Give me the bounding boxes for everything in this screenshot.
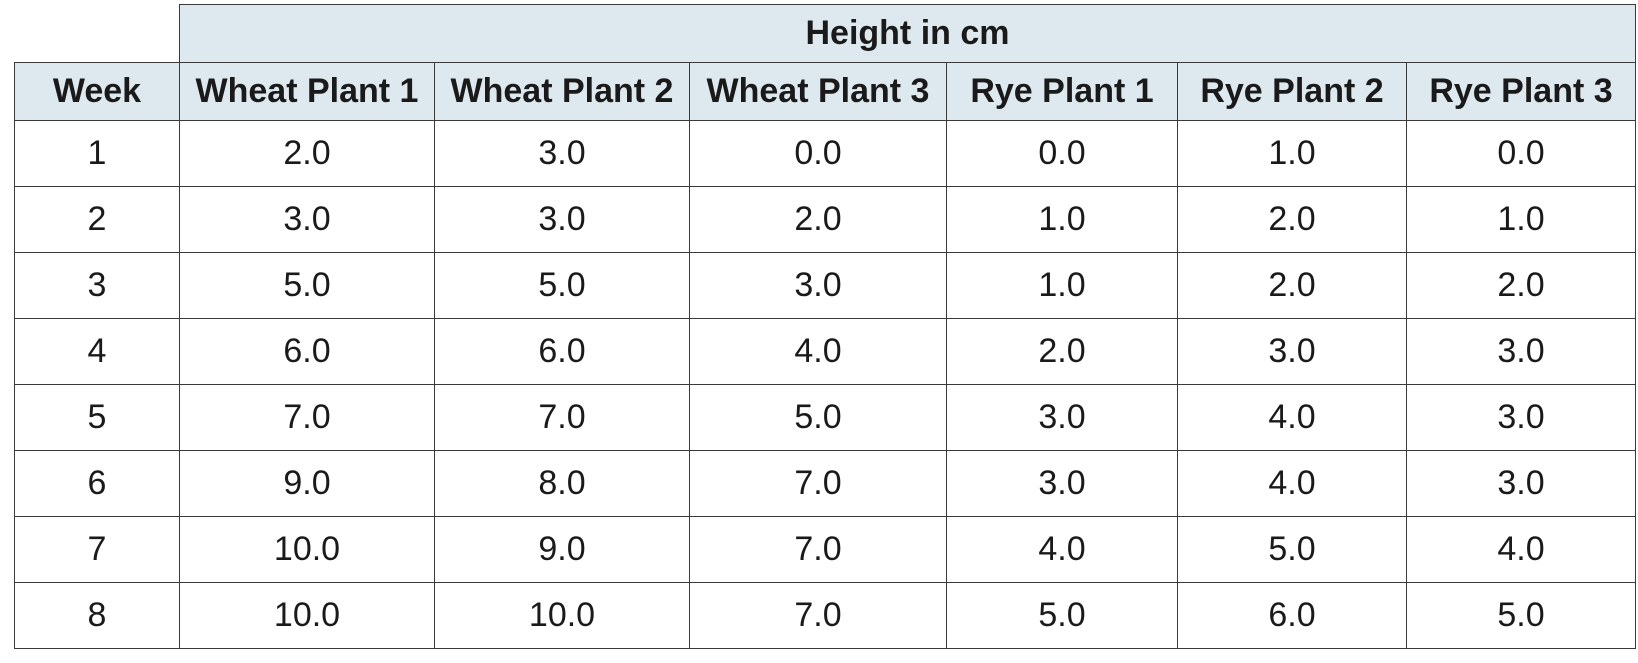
column-header-wheat-plant-2: Wheat Plant 2: [434, 62, 690, 121]
cell-wheat-plant-3: 5.0: [689, 384, 947, 451]
blank-corner-cell: [14, 4, 180, 63]
cell-wheat-plant-2: 6.0: [434, 318, 690, 385]
cell-rye-plant-2: 3.0: [1177, 318, 1407, 385]
cell-rye-plant-3: 3.0: [1406, 450, 1636, 517]
group-header-row: Height in cm: [14, 4, 1636, 63]
plant-height-table: Height in cm Week Wheat Plant 1 Wheat Pl…: [14, 4, 1636, 649]
cell-rye-plant-2: 2.0: [1177, 186, 1407, 253]
column-header-rye-plant-3: Rye Plant 3: [1406, 62, 1636, 121]
cell-wheat-plant-2: 7.0: [434, 384, 690, 451]
cell-rye-plant-3: 3.0: [1406, 318, 1636, 385]
table-row: 3 5.0 5.0 3.0 1.0 2.0 2.0: [14, 252, 1636, 319]
table-row: 1 2.0 3.0 0.0 0.0 1.0 0.0: [14, 120, 1636, 187]
column-header-week: Week: [14, 62, 180, 121]
cell-rye-plant-2: 4.0: [1177, 384, 1407, 451]
cell-wheat-plant-3: 0.0: [689, 120, 947, 187]
cell-rye-plant-1: 5.0: [946, 582, 1178, 649]
column-header-rye-plant-1: Rye Plant 1: [946, 62, 1178, 121]
cell-rye-plant-2: 6.0: [1177, 582, 1407, 649]
cell-wheat-plant-2: 5.0: [434, 252, 690, 319]
cell-week: 1: [14, 120, 180, 187]
cell-wheat-plant-2: 10.0: [434, 582, 690, 649]
cell-rye-plant-1: 3.0: [946, 384, 1178, 451]
cell-rye-plant-1: 2.0: [946, 318, 1178, 385]
cell-week: 5: [14, 384, 180, 451]
cell-wheat-plant-3: 3.0: [689, 252, 947, 319]
cell-rye-plant-2: 5.0: [1177, 516, 1407, 583]
cell-wheat-plant-1: 5.0: [179, 252, 435, 319]
column-header-rye-plant-2: Rye Plant 2: [1177, 62, 1407, 121]
cell-wheat-plant-3: 7.0: [689, 516, 947, 583]
cell-wheat-plant-1: 6.0: [179, 318, 435, 385]
cell-rye-plant-3: 3.0: [1406, 384, 1636, 451]
cell-week: 3: [14, 252, 180, 319]
table-row: 4 6.0 6.0 4.0 2.0 3.0 3.0: [14, 318, 1636, 385]
table-row: 7 10.0 9.0 7.0 4.0 5.0 4.0: [14, 516, 1636, 583]
cell-rye-plant-3: 0.0: [1406, 120, 1636, 187]
cell-wheat-plant-3: 4.0: [689, 318, 947, 385]
column-header-wheat-plant-1: Wheat Plant 1: [179, 62, 435, 121]
cell-wheat-plant-1: 10.0: [179, 516, 435, 583]
cell-rye-plant-1: 3.0: [946, 450, 1178, 517]
column-header-row: Week Wheat Plant 1 Wheat Plant 2 Wheat P…: [14, 62, 1636, 121]
cell-rye-plant-2: 2.0: [1177, 252, 1407, 319]
cell-rye-plant-3: 1.0: [1406, 186, 1636, 253]
cell-rye-plant-1: 1.0: [946, 252, 1178, 319]
cell-wheat-plant-1: 10.0: [179, 582, 435, 649]
table-row: 6 9.0 8.0 7.0 3.0 4.0 3.0: [14, 450, 1636, 517]
table-row: 5 7.0 7.0 5.0 3.0 4.0 3.0: [14, 384, 1636, 451]
cell-week: 4: [14, 318, 180, 385]
cell-rye-plant-2: 1.0: [1177, 120, 1407, 187]
cell-wheat-plant-1: 7.0: [179, 384, 435, 451]
cell-wheat-plant-2: 9.0: [434, 516, 690, 583]
cell-week: 6: [14, 450, 180, 517]
cell-wheat-plant-1: 2.0: [179, 120, 435, 187]
cell-wheat-plant-2: 8.0: [434, 450, 690, 517]
cell-rye-plant-3: 2.0: [1406, 252, 1636, 319]
cell-wheat-plant-1: 3.0: [179, 186, 435, 253]
cell-wheat-plant-2: 3.0: [434, 186, 690, 253]
cell-wheat-plant-3: 2.0: [689, 186, 947, 253]
cell-wheat-plant-3: 7.0: [689, 582, 947, 649]
data-table-container: Height in cm Week Wheat Plant 1 Wheat Pl…: [14, 4, 1636, 649]
table-body: 1 2.0 3.0 0.0 0.0 1.0 0.0 2 3.0 3.0 2.0 1.0 2.0 1.0 3 5…: [14, 120, 1636, 649]
cell-week: 7: [14, 516, 180, 583]
cell-week: 8: [14, 582, 180, 649]
cell-wheat-plant-3: 7.0: [689, 450, 947, 517]
table-row: 2 3.0 3.0 2.0 1.0 2.0 1.0: [14, 186, 1636, 253]
cell-rye-plant-1: 1.0: [946, 186, 1178, 253]
cell-rye-plant-3: 5.0: [1406, 582, 1636, 649]
cell-rye-plant-3: 4.0: [1406, 516, 1636, 583]
cell-rye-plant-1: 0.0: [946, 120, 1178, 187]
cell-week: 2: [14, 186, 180, 253]
cell-rye-plant-1: 4.0: [946, 516, 1178, 583]
group-header-height: Height in cm: [179, 4, 1636, 63]
cell-wheat-plant-2: 3.0: [434, 120, 690, 187]
column-header-wheat-plant-3: Wheat Plant 3: [689, 62, 947, 121]
cell-wheat-plant-1: 9.0: [179, 450, 435, 517]
table-row: 8 10.0 10.0 7.0 5.0 6.0 5.0: [14, 582, 1636, 649]
cell-rye-plant-2: 4.0: [1177, 450, 1407, 517]
